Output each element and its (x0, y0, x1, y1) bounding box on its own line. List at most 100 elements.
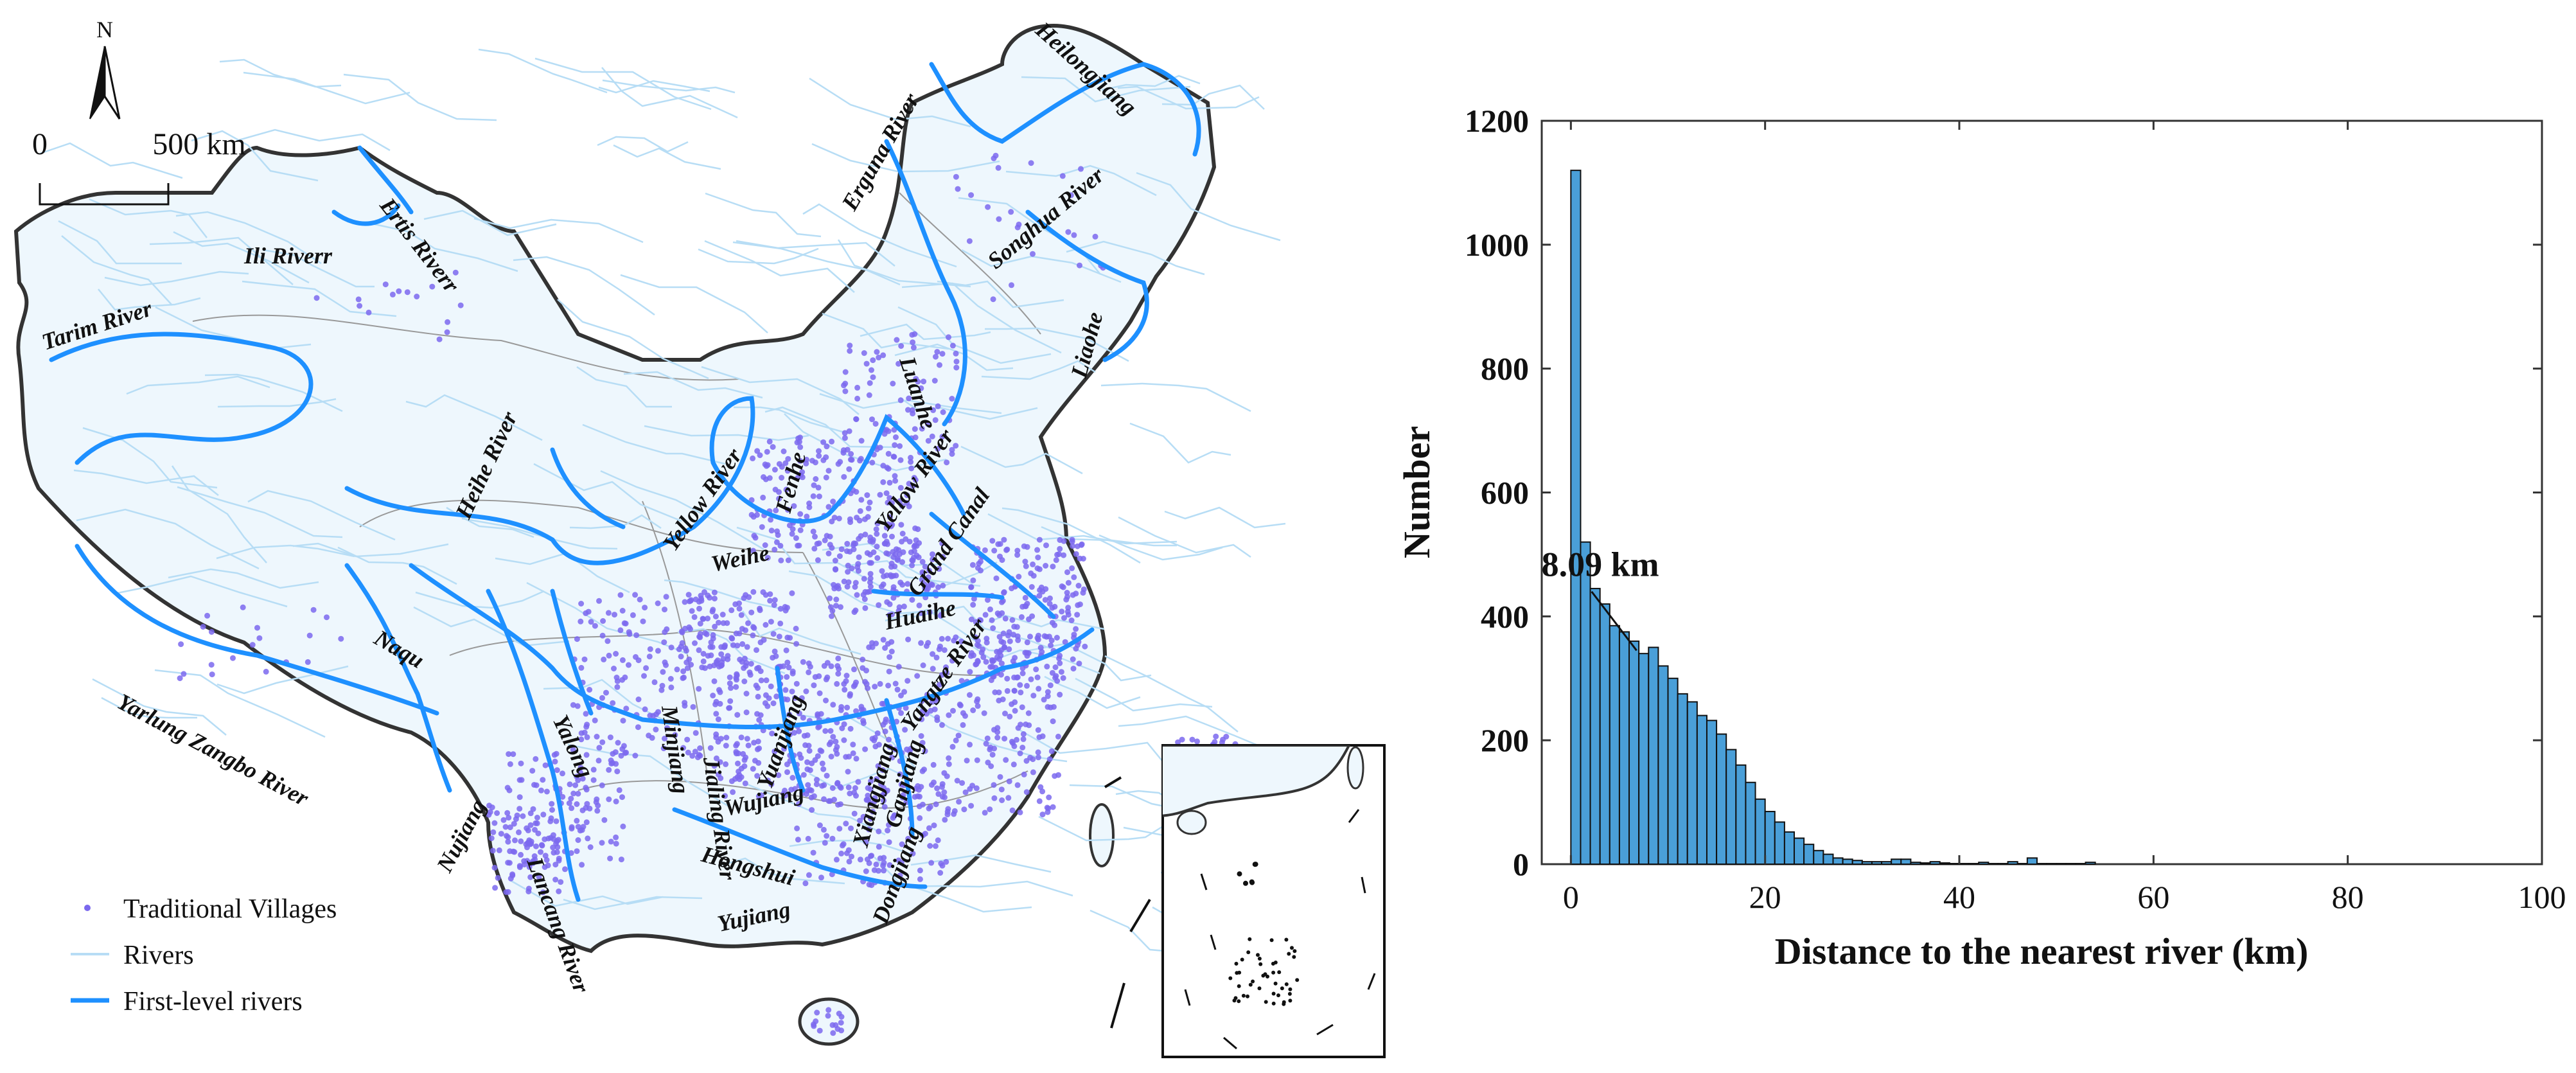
y-tick-label: 200 (1481, 722, 1529, 758)
village-dot (699, 664, 705, 671)
village-dot (829, 835, 836, 842)
village-dot (939, 784, 945, 790)
village-dot (834, 680, 840, 687)
village-legend-dot (84, 905, 91, 911)
village-dot (729, 635, 736, 642)
village-dot (799, 474, 806, 481)
village-dot (743, 709, 750, 716)
village-dot (496, 847, 502, 853)
village-dot (1052, 603, 1058, 610)
village-dot (823, 474, 829, 481)
village-dot (886, 736, 892, 743)
village-dot (784, 468, 791, 474)
village-dot (829, 608, 836, 614)
village-dot (910, 557, 916, 563)
village-dot (702, 630, 709, 636)
village-dot (414, 294, 420, 299)
village-dot (1080, 556, 1086, 562)
village-dot (551, 752, 558, 758)
village-dot (870, 374, 876, 380)
village-dot (1015, 725, 1021, 731)
village-dot (991, 547, 998, 554)
village-dot (615, 740, 621, 746)
village-dot (578, 664, 585, 671)
village-dot (943, 664, 949, 670)
village-dot (793, 535, 799, 541)
village-dot (880, 637, 887, 643)
village-dot (1036, 632, 1041, 639)
village-dot (944, 670, 949, 676)
village-dot (803, 791, 809, 797)
village-dot (797, 527, 804, 533)
village-dot (1023, 721, 1029, 727)
village-dot (897, 443, 903, 449)
inset-island (1237, 871, 1242, 877)
village-dot (562, 866, 568, 873)
histogram-bar (1851, 860, 1863, 865)
village-dot (814, 1009, 820, 1016)
village-dot (623, 749, 630, 756)
inset-island (1243, 880, 1248, 886)
village-dot (619, 608, 626, 614)
village-dot (1036, 798, 1043, 804)
village-dot (662, 607, 667, 613)
histogram-bar (1628, 640, 1640, 865)
village-dot (700, 651, 707, 657)
village-dot (852, 682, 858, 688)
village-dot (535, 830, 542, 837)
village-dot (910, 339, 916, 346)
village-dot (764, 777, 771, 784)
village-dot (772, 466, 778, 473)
village-dot (553, 818, 560, 824)
village-dot (885, 428, 892, 434)
village-dot (910, 411, 916, 417)
village-dot (588, 619, 594, 625)
inset-island (1248, 982, 1253, 987)
village-dot (810, 849, 816, 856)
village-dot (209, 671, 215, 678)
village-dot (906, 538, 913, 545)
village-dot (916, 803, 922, 810)
village-dot (773, 653, 779, 659)
village-dot (835, 671, 842, 677)
village-dot (505, 889, 511, 895)
village-dot (881, 540, 888, 547)
village-dot (936, 565, 942, 572)
village-dot (910, 344, 917, 351)
village-dot (930, 761, 937, 768)
village-dot (587, 687, 593, 693)
village-dot (604, 638, 611, 644)
village-dot (738, 765, 745, 772)
village-dot (904, 678, 911, 684)
village-dot (1019, 670, 1026, 677)
village-dot (910, 483, 916, 489)
village-dot (491, 820, 498, 826)
river-label: Yarlung Zangbo River (113, 689, 313, 811)
histogram-bar (1919, 862, 1931, 865)
village-dot (804, 456, 809, 463)
village-dot (946, 761, 952, 767)
village-dot (779, 464, 785, 470)
village-dot (827, 739, 834, 745)
village-dot (955, 186, 961, 192)
village-dot (748, 609, 755, 616)
village-dot (633, 654, 639, 660)
village-dot (803, 688, 809, 695)
village-dot (583, 711, 589, 717)
inset-island (1290, 946, 1294, 950)
village-dot (771, 602, 777, 608)
village-dot (577, 828, 583, 834)
village-dot (759, 524, 765, 530)
village-dot (925, 438, 931, 444)
village-dot (861, 350, 867, 356)
village-dot (542, 853, 549, 859)
village-dot (818, 874, 824, 881)
village-dot (994, 654, 1000, 661)
village-dot (930, 556, 936, 563)
village-dot (1065, 229, 1072, 235)
village-dot (1028, 584, 1035, 590)
village-dot (949, 447, 955, 453)
village-dot (530, 858, 536, 864)
village-dot (949, 657, 955, 664)
village-dot (728, 778, 735, 785)
